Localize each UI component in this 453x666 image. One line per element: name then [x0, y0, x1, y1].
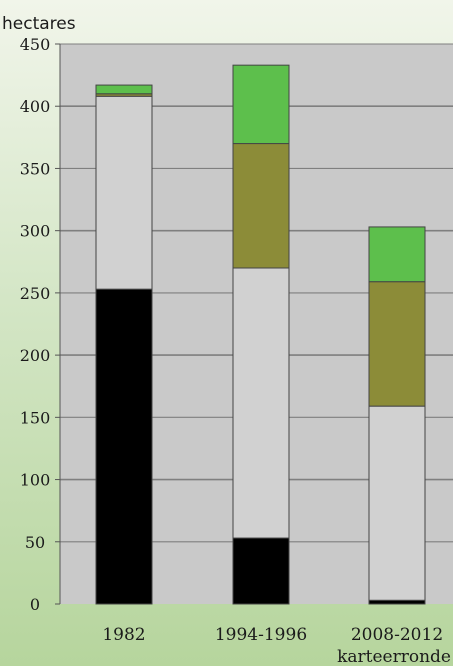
y-tick-label: 150	[20, 408, 51, 427]
y-tick-label: 50	[25, 533, 45, 552]
y-tick-label: 0	[30, 595, 40, 614]
bars	[95, 64, 426, 605]
y-tick-labels: 0 50 100 150 200 250 300 350 400 450	[20, 35, 60, 614]
bar-segment-2-1994-1996	[232, 267, 290, 539]
bar-segment-4-2008-2012	[368, 226, 426, 283]
bar-segment-1-1994-1996	[232, 537, 290, 605]
y-tick-label: 450	[20, 35, 51, 54]
bar-segment-2-2008-2012	[368, 405, 426, 601]
y-tick-label: 200	[20, 346, 51, 365]
y-axis-label: hectares	[2, 14, 76, 34]
y-tick-label: 250	[20, 284, 51, 303]
x-tick-label: 2008-2012	[351, 625, 443, 645]
y-tick-label: 350	[20, 159, 51, 178]
bar-segment-2-1982	[95, 95, 153, 290]
x-tick-label: 1994-1996	[215, 625, 307, 645]
y-tick-label: 400	[20, 97, 51, 116]
y-tick-label: 300	[20, 222, 51, 241]
bar-segment-3-2008-2012	[368, 281, 426, 407]
bar-segment-1-1982	[95, 288, 153, 605]
x-tick-label: 1982	[102, 625, 145, 645]
bar-segment-4-1994-1996	[232, 64, 290, 145]
bar-segment-3-1994-1996	[232, 143, 290, 269]
bar-segment-1-2008-2012	[368, 599, 426, 605]
bar-segment-4-1982	[95, 84, 153, 95]
y-tick-label: 100	[20, 471, 51, 490]
x-axis-label: karteerronde	[337, 647, 451, 666]
x-tick-labels: 1982 1994-1996 2008-2012	[102, 625, 443, 645]
